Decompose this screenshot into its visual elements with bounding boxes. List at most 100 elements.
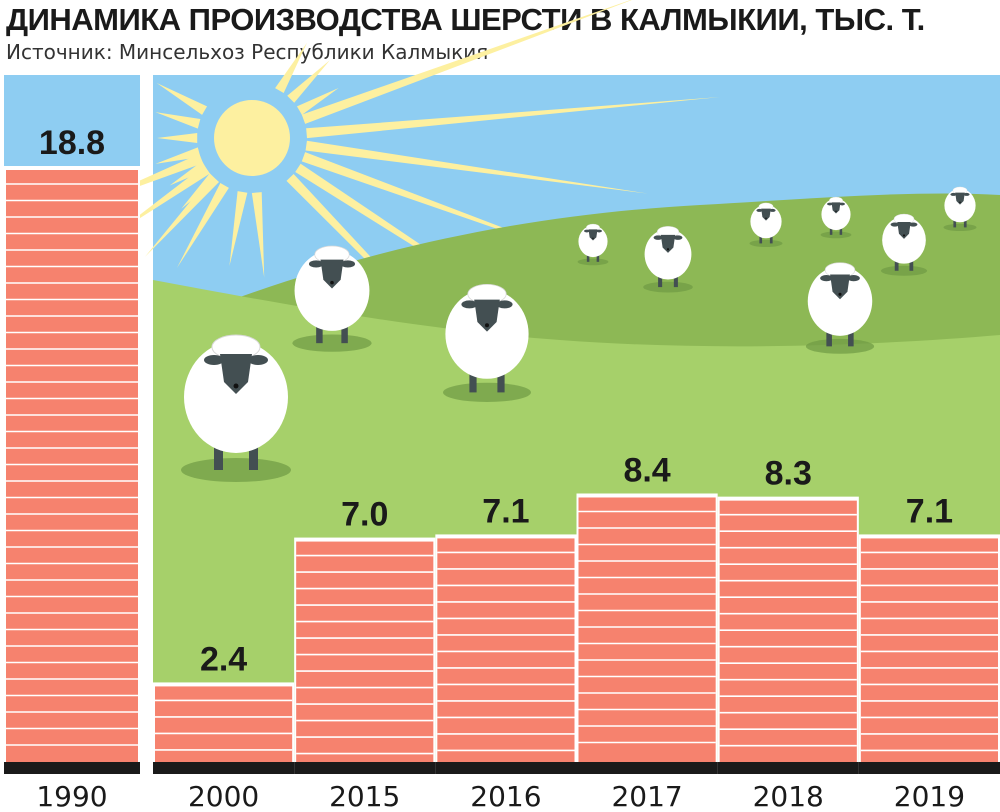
tick-label-2000: 2000: [188, 780, 259, 812]
sheep-leg: [963, 216, 967, 228]
sheep-leg: [909, 254, 914, 271]
sun-ray: [287, 60, 330, 103]
sheep-shadow: [880, 265, 928, 276]
data-labels: 18.8 2.4 7.0 7.1 8.4 8.3 7.1: [39, 124, 953, 678]
sheep-leg: [894, 254, 899, 271]
sun-ray: [251, 192, 265, 278]
bar-fill: [578, 497, 716, 762]
tick-label-2019: 2019: [894, 780, 965, 812]
bar-2017: [576, 493, 718, 762]
sun-ray: [177, 182, 229, 268]
sheep-ear: [496, 300, 513, 309]
sheep-leg: [341, 315, 348, 344]
sheep-leg: [469, 362, 477, 393]
sheep-face: [830, 274, 850, 300]
sheep: [577, 223, 609, 266]
x-axis: 1990 2000 2015 2016 2017 2018 2019: [4, 762, 1000, 812]
sun-ray: [155, 112, 201, 129]
sheep-nose: [330, 280, 334, 285]
sheep-ear: [204, 355, 224, 365]
sun-ray: [306, 97, 721, 139]
data-label-2017: 8.4: [623, 451, 670, 489]
sheep-leg: [848, 322, 854, 347]
sheep-leg: [214, 432, 223, 470]
sheep-leg: [658, 270, 663, 288]
sheep-body: [807, 266, 873, 336]
sheep-body: [578, 225, 608, 258]
bar-fill: [860, 538, 998, 762]
sheep-ear: [820, 275, 833, 282]
sheep-ear: [909, 222, 918, 227]
sheep-ear: [248, 355, 268, 365]
sun-ray: [305, 140, 649, 194]
sun-ray: [156, 83, 208, 115]
sheep-leg: [586, 251, 590, 262]
sheep-face: [955, 192, 965, 205]
tick-label-2015: 2015: [329, 780, 400, 812]
bar-2018: [717, 496, 859, 762]
sheep-ear: [769, 208, 776, 212]
bar-fill: [296, 541, 434, 762]
sheep-shadow: [577, 258, 609, 266]
sheep-shadow: [749, 239, 783, 247]
sheep-leg: [839, 224, 843, 235]
sheep-ear: [340, 260, 356, 268]
sheep-leg: [769, 232, 773, 244]
sheep-face: [220, 354, 252, 394]
tick-label-2016: 2016: [470, 780, 541, 812]
sheep-body: [445, 289, 529, 379]
tick-label-2018: 2018: [753, 780, 824, 812]
sheep-ear: [827, 202, 833, 206]
sheep-leg: [673, 270, 678, 288]
sheep-leg: [316, 315, 323, 344]
bar-fill: [719, 500, 857, 762]
sheep-body: [644, 229, 692, 280]
sheep-nose: [765, 217, 767, 219]
sheep-face: [761, 208, 771, 221]
sheep-nose: [835, 210, 837, 213]
sheep-ear: [308, 260, 324, 268]
sheep-ear: [596, 229, 602, 233]
axis-band-2016: [435, 762, 577, 774]
data-label-1990: 18.8: [39, 124, 105, 162]
sun-ray: [296, 88, 339, 115]
sheep-shadow: [943, 223, 977, 231]
axis-band-2015: [294, 762, 436, 774]
sun-ray: [229, 191, 248, 267]
sheep-leg: [596, 251, 600, 262]
sun-ray: [301, 0, 632, 124]
sheep-shadow: [443, 382, 531, 402]
bar-1990: [4, 166, 140, 762]
sheep-ear: [839, 202, 845, 206]
sun-ray: [157, 133, 198, 143]
axis-band-2017: [576, 762, 718, 774]
sheep-leg: [829, 224, 833, 235]
bar-2019: [858, 534, 1000, 762]
sheep-face: [320, 259, 344, 289]
bar-2000: [153, 682, 295, 762]
sheep-shadow: [805, 338, 875, 354]
sheep-ear: [584, 229, 590, 233]
sheep-ear: [963, 192, 970, 196]
data-label-2015: 7.0: [341, 496, 388, 534]
data-label-2019: 7.1: [906, 492, 953, 530]
sheep-shadow: [820, 231, 852, 239]
data-label-2000: 2.4: [200, 640, 247, 678]
data-label-2018: 8.3: [765, 455, 812, 493]
tick-label-1990: 1990: [36, 780, 107, 812]
sheep-body: [944, 188, 976, 223]
sheep-nose: [959, 201, 961, 203]
sheep-leg: [953, 216, 957, 228]
axis-band-1990: [4, 762, 140, 774]
sheep-nose: [485, 323, 489, 328]
sheep: [181, 334, 291, 482]
sheep-ear: [653, 235, 663, 240]
sheep-body: [294, 250, 370, 331]
sheep: [805, 262, 875, 354]
sheep-face: [588, 229, 598, 241]
axis-band-2018: [717, 762, 859, 774]
bar-fill: [6, 170, 138, 762]
data-label-2016: 7.1: [482, 492, 529, 530]
sheep-body: [750, 204, 782, 239]
axis-band-2000: [153, 762, 295, 774]
